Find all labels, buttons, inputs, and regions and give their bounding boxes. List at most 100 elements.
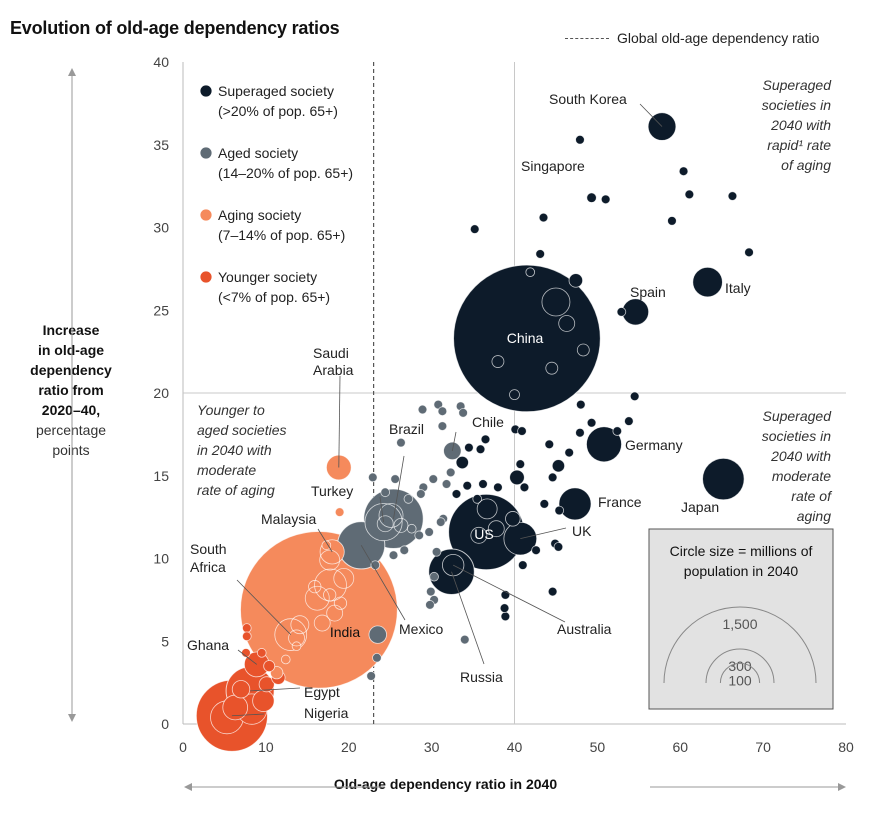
quadrant-note-line: rate of xyxy=(791,488,833,504)
legend-sublabel: (14–20% of pop. 65+) xyxy=(218,165,353,181)
bubble-point xyxy=(499,603,510,613)
country-label: Saudi xyxy=(313,345,349,361)
bubble-point xyxy=(242,623,252,633)
bubble-cluster xyxy=(304,585,330,611)
country-label: US xyxy=(474,526,493,542)
bubble-point xyxy=(500,611,511,622)
bubble-point xyxy=(396,437,406,448)
country-label: Malaysia xyxy=(261,511,316,527)
bubble-point xyxy=(242,631,252,642)
country-label: Italy xyxy=(725,280,751,296)
bubble-cluster xyxy=(314,568,347,602)
bubble-cluster xyxy=(576,343,590,357)
quadrant-note-line: aged societies xyxy=(197,422,287,438)
bubble-cluster xyxy=(378,503,404,528)
country-label: India xyxy=(330,624,361,640)
bubble-point xyxy=(451,489,462,499)
bubble-point xyxy=(469,224,480,234)
bubble-cluster xyxy=(333,567,355,589)
leader-line xyxy=(360,545,406,621)
bubble-cluster xyxy=(313,614,331,632)
x-arrow-left-icon xyxy=(184,783,192,791)
bubble-point xyxy=(568,273,584,288)
country-label: South xyxy=(190,541,227,557)
y-axis-title-line: Increase xyxy=(42,322,100,338)
legend-sublabel: (<7% of pop. 65+) xyxy=(218,289,330,305)
bubble-point xyxy=(535,249,545,259)
bubble-spain xyxy=(621,298,650,326)
bubble-point xyxy=(551,459,566,473)
chart-title: Evolution of old-age dependency ratios xyxy=(10,18,340,38)
legend-swatch-aging xyxy=(199,208,213,222)
quadrant-note-line: societies in xyxy=(762,428,831,444)
y-axis-title-line: ratio from xyxy=(38,382,104,398)
bubble-cluster xyxy=(476,498,498,520)
bubble-point xyxy=(414,530,424,541)
bubble-point xyxy=(333,596,348,610)
x-arrow-right-icon xyxy=(838,783,846,791)
bubble-point xyxy=(372,653,382,663)
bubble-point xyxy=(531,545,541,556)
bubble-point xyxy=(437,421,448,431)
bubble-point xyxy=(616,307,627,317)
size-key-value: 1,500 xyxy=(722,616,757,632)
country-label: South Korea xyxy=(549,91,627,107)
bubble-point xyxy=(544,439,555,450)
quadrant-note-line: aging xyxy=(797,508,831,524)
country-label: Spain xyxy=(630,284,666,300)
bubble-point xyxy=(575,427,585,438)
quadrant-note-line: Younger to xyxy=(197,402,265,418)
x-tick-label: 60 xyxy=(672,739,688,755)
bubble-cluster xyxy=(541,287,571,317)
country-label: Japan xyxy=(681,499,719,515)
bubble-cluster xyxy=(491,355,505,368)
x-tick-label: 80 xyxy=(838,739,854,755)
y-axis-title: Increase in old-age dependency ratio fro… xyxy=(20,320,122,460)
x-tick-label: 30 xyxy=(424,739,440,755)
size-key-title: Circle size = millions of xyxy=(670,543,813,559)
size-key-arc xyxy=(663,606,817,684)
x-tick-label: 50 xyxy=(590,739,606,755)
legend-label: Aging society xyxy=(218,207,301,223)
leader-line xyxy=(338,375,341,468)
quadrant-note-line: Superaged xyxy=(762,408,832,424)
bubble-point xyxy=(575,134,585,145)
bubble-point xyxy=(525,267,536,277)
y-tick-label: 30 xyxy=(153,220,169,236)
bubble-point xyxy=(231,680,251,699)
bubble-point xyxy=(684,189,695,200)
country-label: Nigeria xyxy=(304,705,349,721)
quadrant-note-line: 2040 with xyxy=(770,448,831,464)
bubble-point xyxy=(367,472,378,483)
bubble-point xyxy=(403,494,414,504)
bubble-point xyxy=(459,634,470,645)
bubble-point xyxy=(426,586,436,597)
x-tick-label: 0 xyxy=(179,739,187,755)
global-ratio-legend: Global old-age dependency ratio xyxy=(565,30,819,46)
bubble-point xyxy=(252,689,275,712)
y-axis-unit-line: points xyxy=(52,442,90,458)
bubble-point xyxy=(564,447,574,458)
bubble-point xyxy=(370,560,381,570)
bubble-point xyxy=(547,586,558,597)
bubble-cluster xyxy=(545,361,559,375)
bubble-point xyxy=(586,418,597,428)
quadrant-note-line: Superaged xyxy=(762,77,832,93)
leader-line xyxy=(236,579,292,635)
dashed-line-swatch xyxy=(565,37,609,39)
bubble-point xyxy=(612,426,623,436)
bubble-point xyxy=(424,527,434,537)
bubble-point xyxy=(539,499,550,509)
bubble-point xyxy=(538,212,549,223)
y-axis-title-line: in old-age xyxy=(37,342,105,358)
bubble-point xyxy=(505,511,521,527)
legend-swatch-younger xyxy=(199,270,213,284)
legend-swatch-superaged xyxy=(199,84,213,98)
bubble-point xyxy=(464,442,474,453)
country-label: France xyxy=(598,494,642,510)
bubble-cluster xyxy=(326,604,344,622)
bubble-point xyxy=(416,489,426,499)
quadrant-note-line: societies in xyxy=(762,97,831,113)
bubble-cluster xyxy=(290,615,310,635)
bubble-point xyxy=(678,166,689,177)
